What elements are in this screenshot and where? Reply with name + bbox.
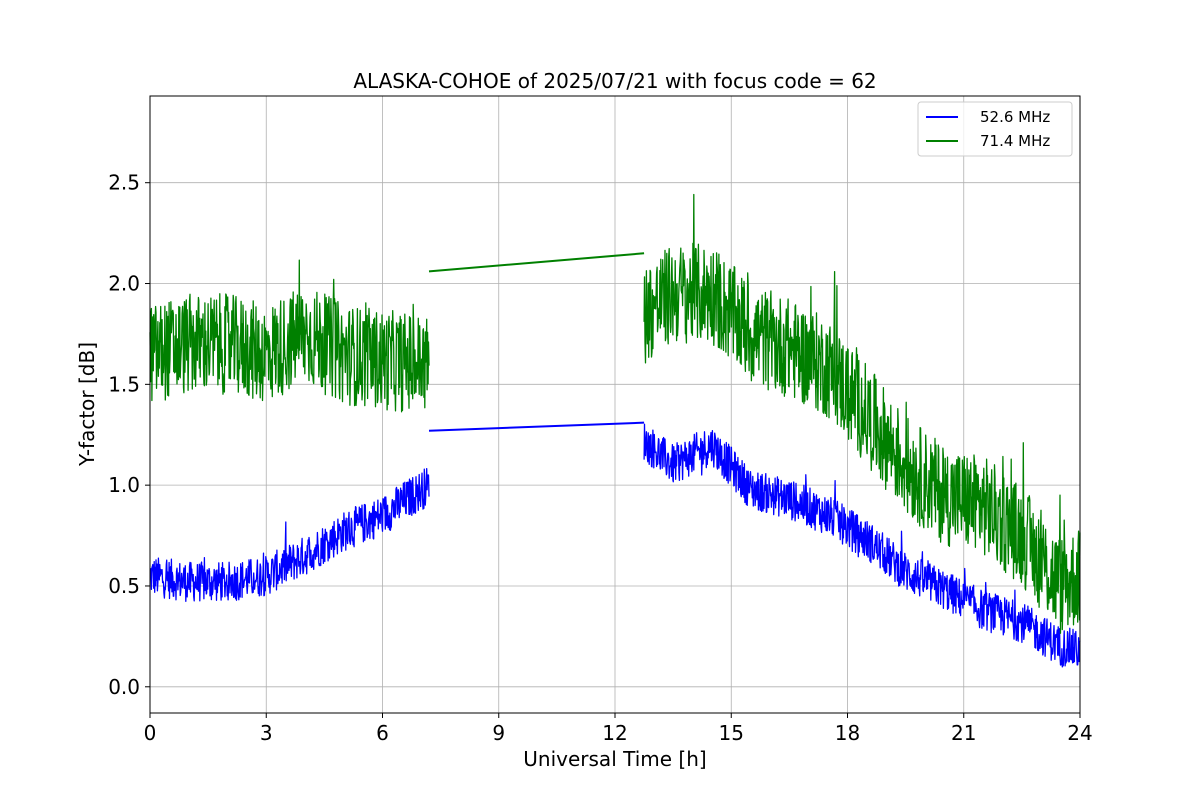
legend-label-71-4: 71.4 MHz: [980, 132, 1050, 150]
series-line-1-segment-0: [149, 259, 430, 413]
y-tick-label: 1.0: [108, 473, 140, 497]
x-tick-label: 0: [144, 721, 157, 745]
series-connector-1: [428, 252, 645, 273]
x-tick-label: 12: [602, 721, 627, 745]
y-tick-label: 2.5: [108, 171, 140, 195]
legend-box: [917, 101, 1073, 157]
y-tick-label: 1.5: [108, 372, 140, 396]
x-tick-label: 21: [951, 721, 976, 745]
x-axis-label: Universal Time [h]: [523, 747, 706, 771]
x-tick-label: 6: [376, 721, 389, 745]
legend-label-52-6: 52.6 MHz: [980, 108, 1050, 126]
y-tick-label: 0.5: [108, 574, 140, 598]
axis-ticks: 0 3 6 9 12 15 18 21 24 0.0 0.5 1.0 1.5 2.0 2.5: [108, 171, 1093, 745]
legend: 52.6 MHz 71.4 MHz: [917, 101, 1073, 157]
y-tick-label: 2.0: [108, 272, 140, 296]
series-line-0-segment-1: [643, 423, 1081, 668]
y-tick-label: 0.0: [108, 675, 140, 699]
y-axis-label: Y-factor [dB]: [75, 342, 99, 467]
x-tick-label: 24: [1067, 721, 1092, 745]
series-connector-0: [428, 421, 645, 432]
x-tick-label: 3: [260, 721, 273, 745]
x-tick-label: 18: [835, 721, 860, 745]
plot-data: [149, 193, 1081, 668]
x-tick-label: 9: [492, 721, 505, 745]
x-tick-label: 15: [719, 721, 744, 745]
series-line-0-segment-0: [149, 468, 430, 602]
chart-title: ALASKA-COHOE of 2025/07/21 with focus co…: [353, 69, 876, 93]
series-line-1-segment-1: [643, 193, 1081, 634]
